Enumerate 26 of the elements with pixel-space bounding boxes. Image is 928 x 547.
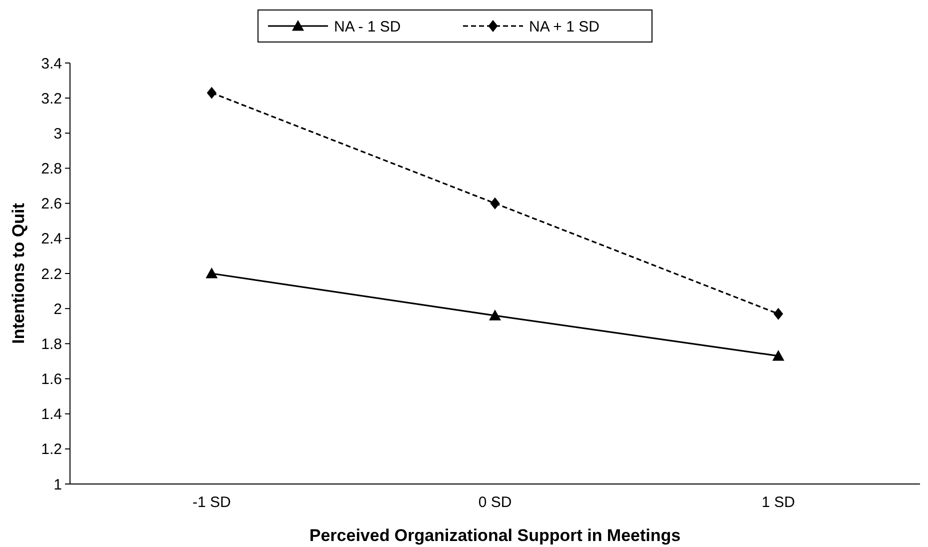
y-tick-label: 1.6	[41, 371, 62, 388]
y-tick-label: 1	[54, 476, 62, 494]
y-tick-label: 2.6	[41, 196, 62, 213]
point	[774, 308, 784, 320]
x-tick-label: 0 SD	[478, 494, 512, 511]
point	[490, 197, 500, 210]
y-tick-label: 3.2	[41, 90, 62, 108]
point	[489, 310, 501, 320]
y-tick-label: 2.4	[41, 230, 62, 248]
y-tick-label: 1.2	[41, 441, 62, 458]
point	[206, 268, 218, 278]
y-tick-label: 3	[54, 125, 62, 142]
y-tick-label: 3.4	[41, 55, 62, 72]
x-axis-title: Perceived Organizational Support in Meetings	[309, 526, 681, 545]
point	[206, 86, 216, 99]
x-tick-label: 1 SD	[762, 494, 796, 511]
x-tick-label: -1 SD	[192, 494, 232, 511]
y-tick-label: 2.8	[41, 160, 62, 178]
y-tick-label: 2	[54, 300, 62, 318]
y-axis-title: Intentions to Quit	[9, 202, 28, 344]
y-tick-label: 1.8	[41, 336, 62, 353]
y-tick-label: 2.2	[41, 266, 62, 283]
y-tick-label: 1.4	[41, 406, 62, 424]
legend-label: NA - 1 SD	[334, 18, 401, 36]
point	[772, 350, 784, 361]
legend-label: NA + 1 SD	[529, 18, 600, 36]
